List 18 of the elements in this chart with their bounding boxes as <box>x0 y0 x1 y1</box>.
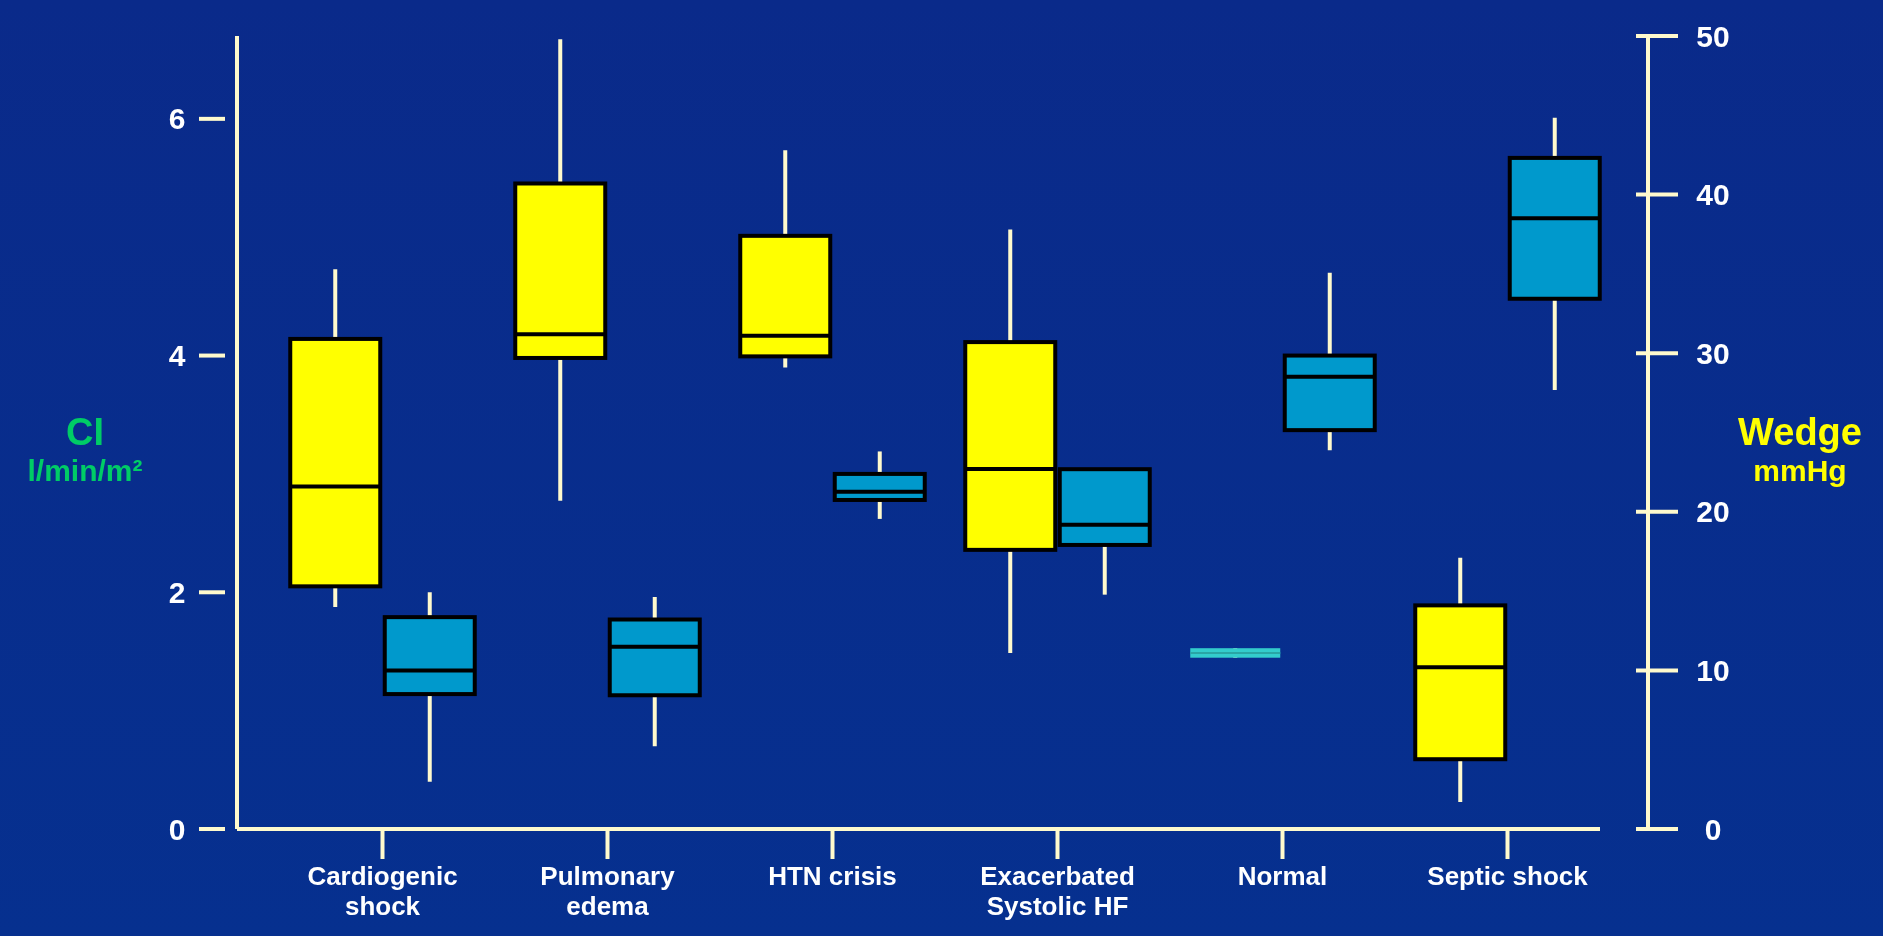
y2-tick-label: 50 <box>1696 19 1730 53</box>
y2-tick-label: 10 <box>1696 653 1730 687</box>
y2-tick-label: 30 <box>1696 336 1730 370</box>
x-tick-label: Septic shock <box>1427 861 1589 891</box>
y-tick-label: 2 <box>168 575 186 609</box>
y-tick-label: 6 <box>168 102 186 136</box>
y2-axis-title: Wedge mmHg <box>1738 411 1862 487</box>
x-tick-label: Cardiogenic shock <box>307 861 458 921</box>
x-tick-label: Pulmonary edema <box>540 861 676 921</box>
y2-tick-label: 20 <box>1696 495 1730 529</box>
y-axis-title: CI l/min/m² <box>27 411 143 487</box>
y-tick-label: 0 <box>168 812 186 846</box>
y2-tick-label: 40 <box>1696 178 1730 212</box>
x-tick-label: Normal <box>1237 861 1328 891</box>
y-tick-label: 4 <box>168 339 186 373</box>
x-tick-label: Exacerbated Systolic HF <box>980 861 1135 921</box>
x-tick-label: HTN crisis <box>768 861 897 891</box>
y2-tick-label: 0 <box>1704 812 1722 846</box>
